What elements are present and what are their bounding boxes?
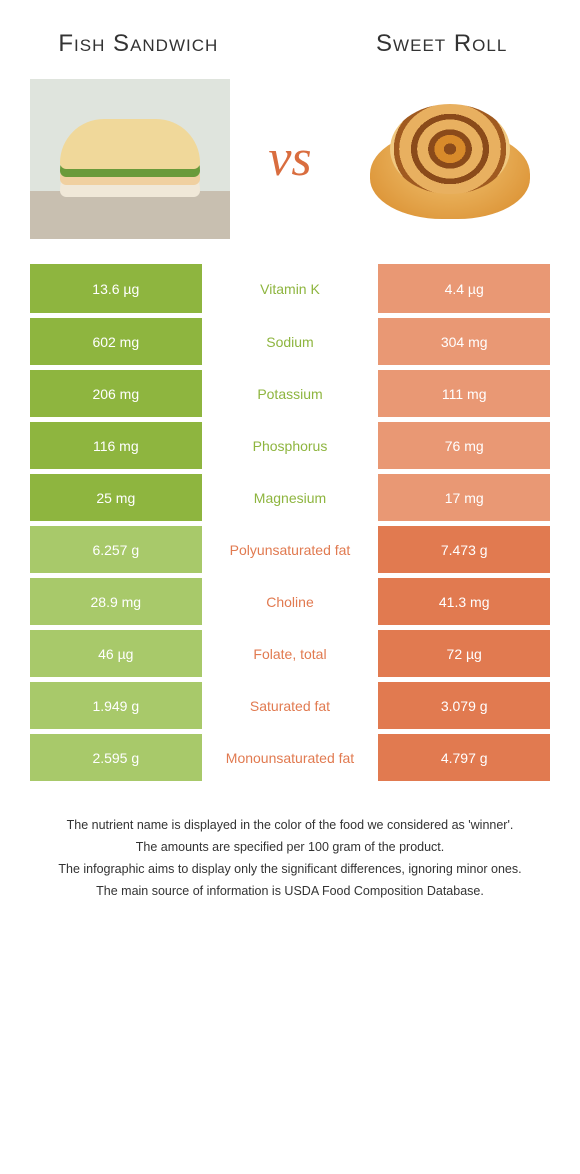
left-value-cell: 13.6 µg <box>30 264 202 316</box>
left-food-title: Fish Sandwich <box>30 30 247 59</box>
vs-label: vs <box>258 129 321 188</box>
table-row: 116 mgPhosphorus76 mg <box>30 420 550 472</box>
right-food-title: Sweet Roll <box>333 30 550 59</box>
table-row: 28.9 mgCholine41.3 mg <box>30 576 550 628</box>
nutrient-label-cell: Saturated fat <box>202 680 379 732</box>
nutrient-label-cell: Potassium <box>202 368 379 420</box>
right-value-cell: 3.079 g <box>378 680 550 732</box>
left-value-cell: 6.257 g <box>30 524 202 576</box>
left-value-cell: 46 µg <box>30 628 202 680</box>
nutrient-label-cell: Vitamin K <box>202 264 379 316</box>
footer-notes: The nutrient name is displayed in the co… <box>30 816 550 900</box>
footer-line: The infographic aims to display only the… <box>30 860 550 879</box>
right-value-cell: 304 mg <box>378 316 550 368</box>
left-value-cell: 28.9 mg <box>30 576 202 628</box>
table-row: 6.257 gPolyunsaturated fat7.473 g <box>30 524 550 576</box>
images-row: vs <box>30 79 550 239</box>
nutrient-label-cell: Choline <box>202 576 379 628</box>
right-value-cell: 41.3 mg <box>378 576 550 628</box>
footer-line: The amounts are specified per 100 gram o… <box>30 838 550 857</box>
nutrient-label-cell: Folate, total <box>202 628 379 680</box>
left-value-cell: 2.595 g <box>30 732 202 784</box>
right-value-cell: 76 mg <box>378 420 550 472</box>
right-value-cell: 17 mg <box>378 472 550 524</box>
right-value-cell: 4.4 µg <box>378 264 550 316</box>
infographic-container: Fish Sandwich Sweet Roll vs 13.6 µgVitam… <box>0 0 580 923</box>
left-value-cell: 116 mg <box>30 420 202 472</box>
table-row: 13.6 µgVitamin K4.4 µg <box>30 264 550 316</box>
left-value-cell: 25 mg <box>30 472 202 524</box>
nutrient-label-cell: Phosphorus <box>202 420 379 472</box>
left-food-image <box>30 79 230 239</box>
footer-line: The main source of information is USDA F… <box>30 882 550 901</box>
right-value-cell: 111 mg <box>378 368 550 420</box>
table-row: 1.949 gSaturated fat3.079 g <box>30 680 550 732</box>
table-row: 2.595 gMonounsaturated fat4.797 g <box>30 732 550 784</box>
table-row: 206 mgPotassium111 mg <box>30 368 550 420</box>
left-value-cell: 206 mg <box>30 368 202 420</box>
header-row: Fish Sandwich Sweet Roll <box>30 30 550 59</box>
fish-sandwich-icon <box>30 79 230 239</box>
right-food-image <box>350 79 550 239</box>
nutrient-label-cell: Sodium <box>202 316 379 368</box>
sweet-roll-icon <box>360 89 540 229</box>
table-row: 25 mgMagnesium17 mg <box>30 472 550 524</box>
table-row: 602 mgSodium304 mg <box>30 316 550 368</box>
nutrient-label-cell: Magnesium <box>202 472 379 524</box>
right-value-cell: 72 µg <box>378 628 550 680</box>
nutrient-label-cell: Monounsaturated fat <box>202 732 379 784</box>
left-value-cell: 1.949 g <box>30 680 202 732</box>
nutrient-table: 13.6 µgVitamin K4.4 µg602 mgSodium304 mg… <box>30 264 550 787</box>
footer-line: The nutrient name is displayed in the co… <box>30 816 550 835</box>
right-value-cell: 4.797 g <box>378 732 550 784</box>
nutrient-label-cell: Polyunsaturated fat <box>202 524 379 576</box>
table-row: 46 µgFolate, total72 µg <box>30 628 550 680</box>
left-value-cell: 602 mg <box>30 316 202 368</box>
right-value-cell: 7.473 g <box>378 524 550 576</box>
